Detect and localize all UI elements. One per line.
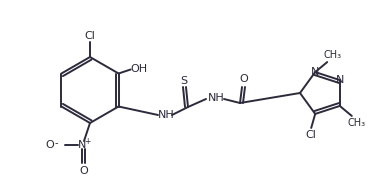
Text: N: N: [78, 140, 86, 150]
Text: O: O: [240, 74, 248, 84]
Text: +: +: [84, 137, 90, 145]
Text: O: O: [46, 140, 54, 150]
Text: NH: NH: [158, 110, 174, 120]
Text: CH₃: CH₃: [323, 50, 341, 60]
Text: Cl: Cl: [306, 130, 317, 140]
Text: OH: OH: [130, 64, 147, 74]
Text: O: O: [79, 166, 88, 176]
Text: Cl: Cl: [84, 31, 95, 41]
Text: N: N: [335, 75, 344, 85]
Text: CH₃: CH₃: [348, 118, 366, 128]
Text: N: N: [311, 67, 319, 77]
Text: S: S: [180, 76, 188, 86]
Text: NH: NH: [208, 93, 224, 103]
Text: -: -: [54, 138, 58, 148]
